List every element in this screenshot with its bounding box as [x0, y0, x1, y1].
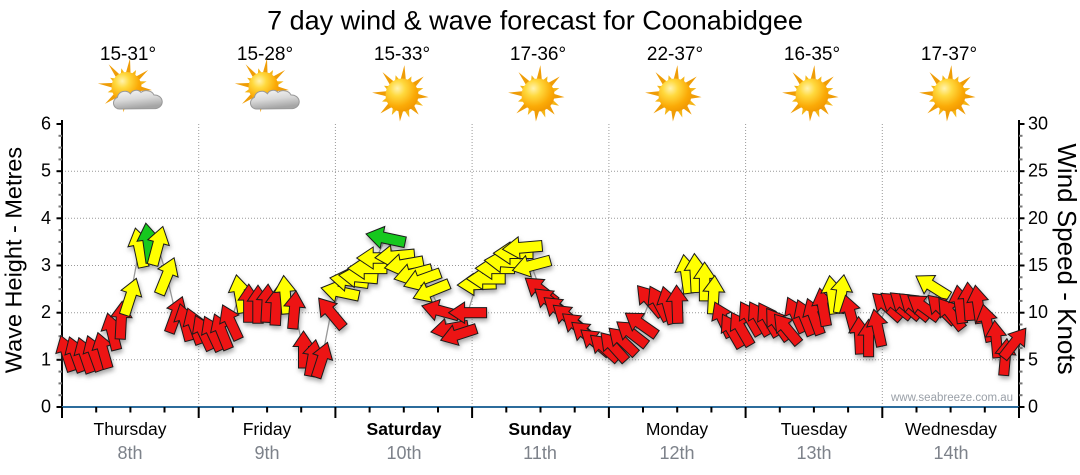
svg-text:12th: 12th [659, 443, 694, 463]
svg-text:16-35°: 16-35° [784, 44, 840, 65]
svg-text:25: 25 [1028, 161, 1048, 181]
svg-text:Wednesday: Wednesday [905, 419, 997, 439]
svg-text:6: 6 [41, 114, 51, 134]
svg-text:3: 3 [41, 255, 51, 275]
svg-text:www.seabreeze.com.au: www.seabreeze.com.au [890, 392, 1013, 404]
svg-text:10th: 10th [386, 443, 421, 463]
svg-text:Sunday: Sunday [508, 419, 571, 439]
svg-text:Thursday: Thursday [94, 419, 167, 439]
svg-text:13th: 13th [796, 443, 831, 463]
svg-text:5: 5 [1028, 349, 1038, 369]
svg-text:Saturday: Saturday [367, 419, 442, 439]
svg-text:11th: 11th [523, 443, 557, 463]
svg-text:2: 2 [41, 302, 51, 322]
svg-text:7 day wind & wave forecast for: 7 day wind & wave forecast for Coonabidg… [267, 6, 803, 36]
svg-text:0: 0 [1028, 397, 1038, 417]
svg-text:17-37°: 17-37° [921, 44, 977, 65]
svg-text:Monday: Monday [646, 419, 709, 439]
svg-text:22-37°: 22-37° [647, 44, 703, 65]
svg-text:9th: 9th [254, 443, 279, 463]
svg-text:Friday: Friday [243, 419, 292, 439]
svg-text:14th: 14th [933, 443, 968, 463]
svg-text:15-28°: 15-28° [237, 44, 293, 65]
svg-text:15: 15 [1028, 255, 1048, 275]
svg-text:30: 30 [1028, 114, 1048, 134]
svg-text:15-33°: 15-33° [374, 44, 430, 65]
svg-text:1: 1 [41, 349, 51, 369]
svg-text:17-36°: 17-36° [510, 44, 566, 65]
svg-text:4: 4 [41, 208, 51, 228]
svg-text:Tuesday: Tuesday [781, 419, 848, 439]
svg-text:0: 0 [41, 397, 51, 417]
svg-text:15-31°: 15-31° [100, 44, 156, 65]
svg-text:Wave Height - Metres: Wave Height - Metres [1, 147, 27, 373]
svg-text:20: 20 [1028, 208, 1048, 228]
svg-text:8th: 8th [117, 443, 142, 463]
svg-text:10: 10 [1028, 302, 1048, 322]
svg-text:5: 5 [41, 161, 51, 181]
svg-text:Wind Speed - Knots: Wind Speed - Knots [1052, 143, 1080, 374]
